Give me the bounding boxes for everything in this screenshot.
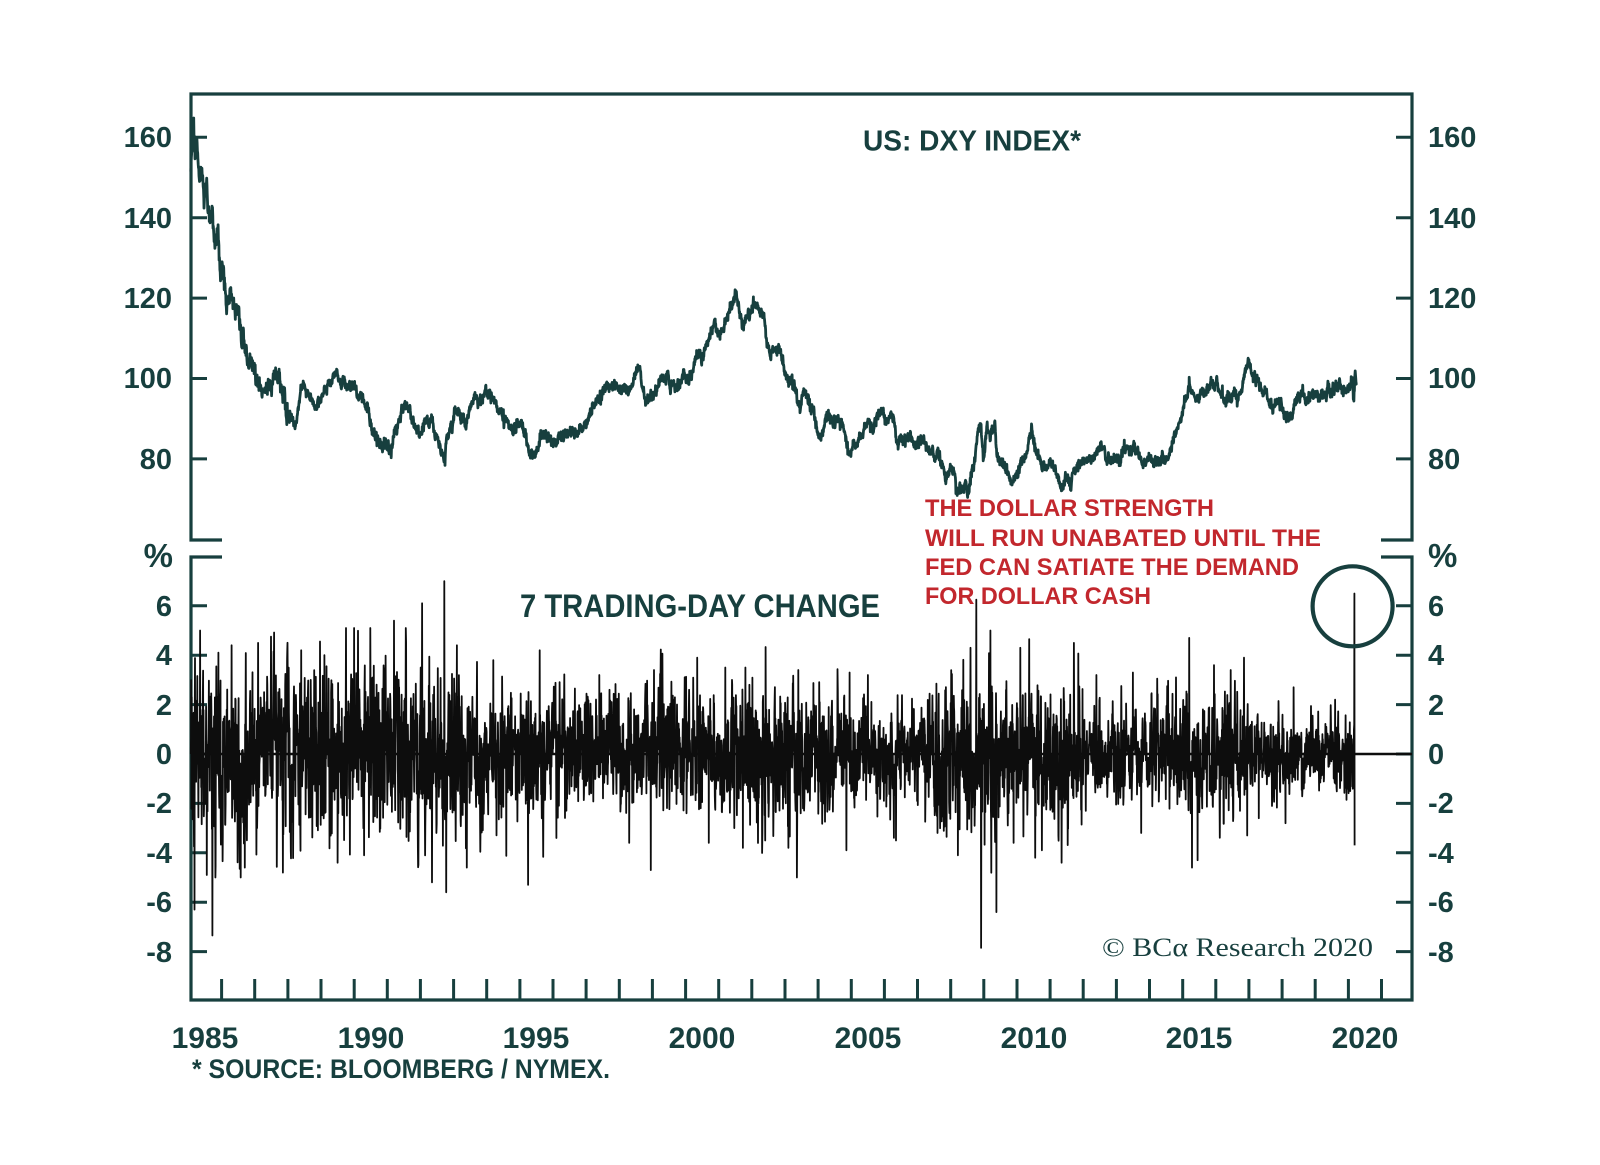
svg-text:-4: -4	[146, 838, 172, 870]
svg-text:0: 0	[156, 739, 172, 771]
svg-text:-8: -8	[146, 937, 172, 969]
svg-text:100: 100	[124, 363, 172, 395]
svg-text:FED CAN SATIATE THE DEMAND: FED CAN SATIATE THE DEMAND	[925, 554, 1299, 581]
svg-text:120: 120	[124, 283, 172, 315]
svg-text:%: %	[1428, 537, 1457, 574]
svg-text:4: 4	[1428, 640, 1444, 672]
svg-text:100: 100	[1428, 363, 1476, 395]
svg-text:2010: 2010	[1001, 1022, 1068, 1055]
svg-text:2015: 2015	[1166, 1022, 1233, 1055]
svg-text:80: 80	[140, 444, 172, 476]
svg-text:140: 140	[124, 203, 172, 235]
svg-text:2000: 2000	[669, 1022, 736, 1055]
svg-text:-6: -6	[1428, 887, 1454, 919]
svg-text:US: DXY INDEX*: US: DXY INDEX*	[863, 126, 1082, 158]
svg-text:2: 2	[156, 690, 172, 722]
svg-text:160: 160	[124, 122, 172, 154]
svg-text:160: 160	[1428, 122, 1476, 154]
svg-text:-2: -2	[146, 788, 172, 820]
svg-text:-8: -8	[1428, 937, 1454, 969]
svg-text:* SOURCE: BLOOMBERG / NYMEX.: * SOURCE: BLOOMBERG / NYMEX.	[192, 1054, 610, 1084]
svg-text:2005: 2005	[835, 1022, 902, 1055]
svg-text:1990: 1990	[338, 1022, 405, 1055]
svg-text:1985: 1985	[172, 1022, 239, 1055]
svg-text:140: 140	[1428, 203, 1476, 235]
svg-text:FOR DOLLAR CASH: FOR DOLLAR CASH	[925, 583, 1151, 610]
svg-text:2: 2	[1428, 690, 1444, 722]
svg-text:80: 80	[1428, 444, 1460, 476]
svg-text:WILL RUN UNABATED UNTIL THE: WILL RUN UNABATED UNTIL THE	[925, 525, 1321, 552]
svg-text:-4: -4	[1428, 838, 1454, 870]
svg-text:-6: -6	[146, 887, 172, 919]
svg-text:-2: -2	[1428, 788, 1454, 820]
svg-text:%: %	[144, 537, 173, 574]
svg-text:7 TRADING-DAY CHANGE: 7 TRADING-DAY CHANGE	[520, 588, 880, 624]
svg-text:© BCα Research 2020: © BCα Research 2020	[1102, 933, 1373, 962]
svg-text:0: 0	[1428, 739, 1444, 771]
svg-text:4: 4	[156, 640, 172, 672]
svg-text:THE DOLLAR STRENGTH: THE DOLLAR STRENGTH	[925, 495, 1214, 522]
svg-text:2020: 2020	[1332, 1022, 1399, 1055]
svg-text:1995: 1995	[503, 1022, 570, 1055]
svg-text:6: 6	[1428, 591, 1444, 623]
svg-text:120: 120	[1428, 283, 1476, 315]
svg-text:6: 6	[156, 591, 172, 623]
